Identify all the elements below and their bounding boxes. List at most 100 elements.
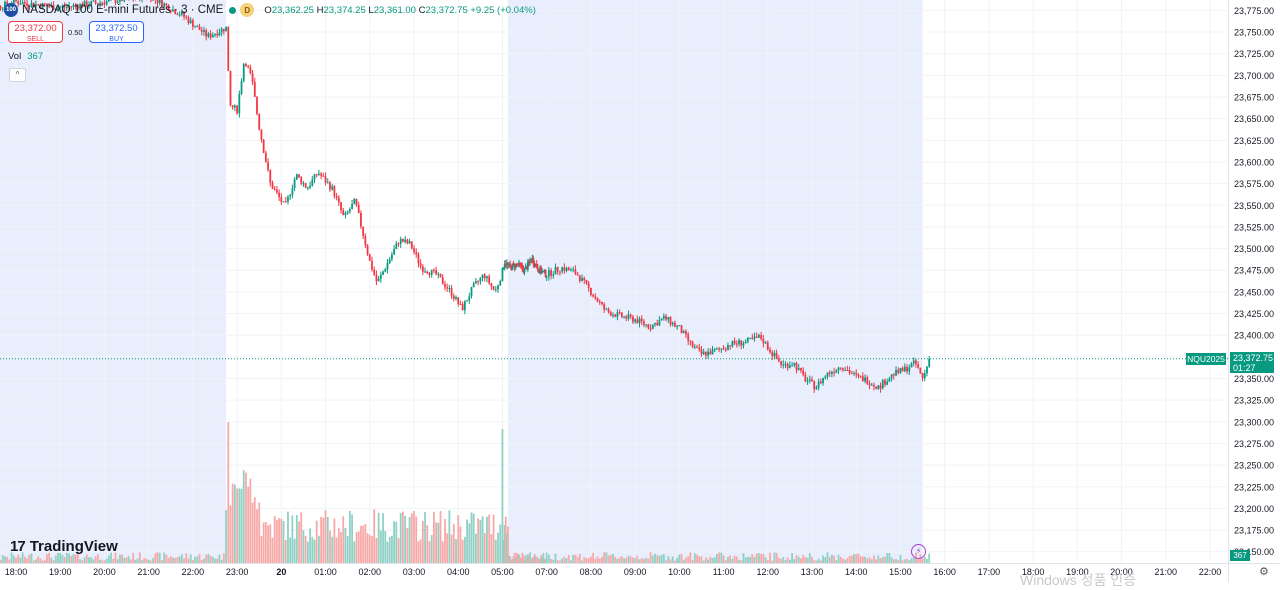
candle-body	[844, 370, 846, 371]
candle-body	[307, 188, 309, 189]
volume-bar	[575, 555, 577, 563]
x-tick-label: 21:00	[137, 567, 160, 577]
volume-bar	[473, 514, 475, 563]
volume-bar	[349, 511, 351, 563]
candle-body	[917, 364, 919, 367]
volume-bar	[831, 555, 833, 563]
candle-body	[309, 186, 311, 188]
market-status-icon[interactable]	[229, 7, 236, 14]
candle-body	[267, 162, 269, 170]
volume-bar	[225, 510, 227, 563]
volume-bar	[787, 557, 789, 563]
volume-bar	[431, 535, 433, 563]
candle-body	[703, 352, 705, 354]
volume-bar	[188, 559, 190, 563]
lightning-icon[interactable]: ⚡	[911, 544, 926, 559]
y-tick-label: 23,450.00	[1234, 287, 1274, 297]
volume-bar	[17, 554, 19, 563]
volume-bar	[656, 555, 658, 563]
candle-body	[802, 370, 804, 374]
candle-body	[568, 268, 570, 270]
volume-legend-value: 367	[27, 51, 43, 62]
candle-body	[192, 20, 194, 27]
volume-bar	[853, 554, 855, 563]
volume-bar	[378, 513, 380, 563]
volume-bar	[924, 557, 926, 563]
candle-body	[318, 174, 320, 175]
volume-bar	[437, 523, 439, 563]
volume-bar	[782, 557, 784, 563]
candle-body	[287, 196, 289, 201]
volume-bar	[605, 552, 607, 563]
candle-body	[774, 353, 776, 356]
candle-body	[256, 97, 258, 114]
x-tick-label: 20:00	[93, 567, 116, 577]
candle-body	[243, 64, 245, 81]
volume-bar	[393, 521, 395, 563]
symbol-title[interactable]: NASDAQ 100 E-mini Futures · 3 · CME	[22, 4, 223, 16]
tradingview-logo[interactable]: 17 TradingView	[10, 538, 118, 555]
candle-body	[196, 26, 198, 27]
volume-bar	[712, 558, 714, 563]
volume-bar	[762, 554, 764, 563]
volume-bar	[446, 533, 448, 563]
y-tick-label: 23,250.00	[1234, 461, 1274, 471]
candle-body	[362, 227, 364, 236]
collapse-legend-chevron-icon[interactable]: ^	[9, 68, 26, 82]
volume-bar	[849, 556, 851, 563]
volume-bar	[106, 559, 108, 563]
volume-bar	[566, 558, 568, 563]
candle-body	[608, 309, 610, 312]
volume-bar	[897, 560, 899, 563]
volume-bar	[360, 526, 362, 563]
volume-bar	[35, 559, 37, 563]
candle-body	[745, 342, 747, 344]
settings-gear-icon[interactable]: ⚙	[1259, 565, 1269, 578]
candle-body	[371, 261, 373, 270]
candle-body	[846, 370, 848, 371]
volume-bar	[221, 560, 223, 563]
volume-bar	[148, 560, 150, 563]
y-tick-label: 23,525.00	[1234, 222, 1274, 232]
volume-bar	[254, 497, 256, 563]
last-volume-label: 367	[1230, 550, 1250, 561]
volume-bar	[192, 560, 194, 563]
volume-bar	[380, 530, 382, 563]
candle-body	[108, 0, 110, 1]
x-tick-label: 22:00	[1199, 567, 1222, 577]
close-value: 23,372.75	[425, 5, 467, 16]
candle-body	[437, 274, 439, 275]
candle-body	[736, 344, 738, 345]
candle-body	[586, 280, 588, 283]
volume-bar	[884, 557, 886, 563]
volume-bar	[50, 558, 52, 563]
x-tick-label: 14:00	[845, 567, 868, 577]
candle-body	[820, 382, 822, 384]
candle-body	[550, 270, 552, 276]
volume-bar	[698, 556, 700, 563]
volume-bar	[64, 557, 66, 563]
delayed-data-badge[interactable]: D	[240, 3, 254, 17]
candle-body	[782, 364, 784, 365]
volume-bar	[402, 512, 404, 563]
volume-bar	[300, 512, 302, 563]
x-tick-label: 05:00	[491, 567, 514, 577]
volume-bar	[599, 559, 601, 563]
volume-bar	[356, 532, 358, 563]
volume-bar	[490, 534, 492, 563]
volume-bar	[46, 554, 48, 563]
candle-body	[862, 376, 864, 381]
candle-body	[254, 82, 256, 97]
volume-bar	[893, 559, 895, 563]
volume-bar	[334, 519, 336, 563]
symbol-logo-icon[interactable]: 100	[4, 3, 18, 17]
candle-body	[725, 349, 727, 350]
volume-bar	[214, 559, 216, 563]
sell-button[interactable]: 23,372.00 SELL	[8, 21, 63, 43]
volume-bar	[661, 555, 663, 563]
buy-button[interactable]: 23,372.50 BUY	[89, 21, 144, 43]
candle-body	[919, 368, 921, 373]
x-tick-label: 22:00	[182, 567, 205, 577]
